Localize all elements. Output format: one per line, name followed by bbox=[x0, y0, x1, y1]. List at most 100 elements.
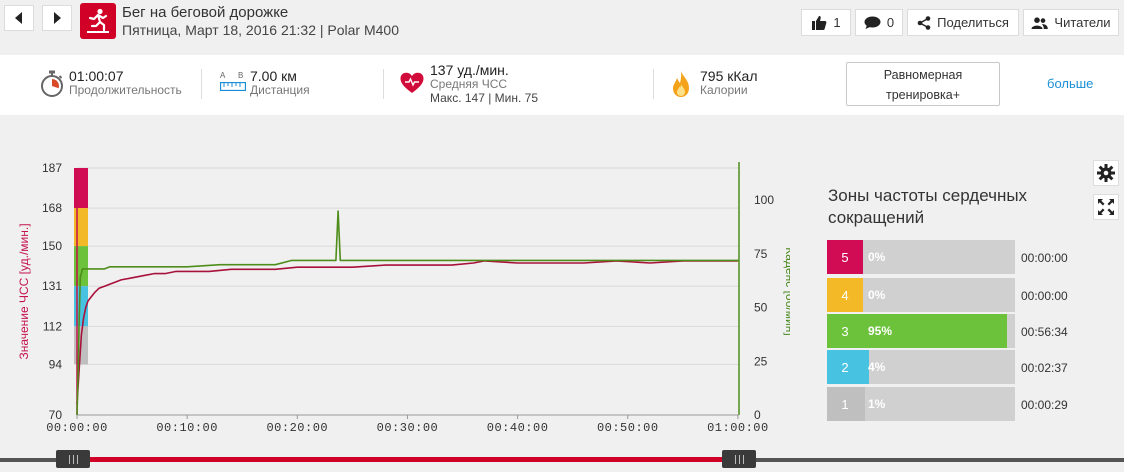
followers-label: Читатели bbox=[1054, 15, 1111, 30]
zone-band bbox=[74, 168, 88, 209]
treadmill-running-icon bbox=[80, 3, 116, 39]
followers-button[interactable]: Читатели bbox=[1023, 9, 1119, 36]
training-benefit-button[interactable]: Равномерная тренировка+ bbox=[846, 62, 1000, 106]
share-button[interactable]: Поделиться bbox=[907, 9, 1019, 36]
zone-percent: 1% bbox=[868, 397, 886, 411]
zone-number: 5 bbox=[827, 240, 863, 274]
share-label: Поделиться bbox=[937, 15, 1009, 30]
y-left-tick-label: 94 bbox=[49, 357, 63, 371]
expand-icon bbox=[1098, 199, 1114, 215]
y-right-tick-label: 75 bbox=[754, 247, 768, 261]
zone-time: 00:00:00 bbox=[1021, 251, 1068, 265]
zone-time: 00:00:29 bbox=[1021, 398, 1068, 412]
divider bbox=[653, 69, 654, 99]
fullscreen-button[interactable] bbox=[1093, 194, 1119, 220]
flame-icon bbox=[673, 71, 689, 97]
previous-activity-button[interactable] bbox=[4, 5, 34, 31]
zone-bar-fill bbox=[863, 314, 1008, 348]
y-left-tick-label: 112 bbox=[43, 319, 62, 333]
comment-icon bbox=[864, 16, 881, 29]
y-right-axis-title: Каденс [об/мин] bbox=[783, 247, 790, 335]
zone-time: 00:00:00 bbox=[1021, 289, 1068, 303]
y-left-tick-label: 187 bbox=[42, 161, 62, 175]
ruler-label-b: B bbox=[238, 71, 244, 80]
chevron-right-icon bbox=[54, 12, 61, 24]
y-right-tick-label: 0 bbox=[754, 408, 761, 422]
distance-value: 7.00 км bbox=[250, 68, 297, 84]
x-tick-label: 00:10:00 bbox=[156, 421, 218, 435]
training-benefit-line2: тренировка+ bbox=[885, 88, 961, 102]
avg-heart-rate-label: Средняя ЧСС bbox=[430, 77, 508, 91]
heart-rate-summary: 137 уд./мин. Средняя ЧСС Макс. 147 | Мин… bbox=[395, 55, 645, 115]
comment-count: 0 bbox=[886, 15, 895, 30]
training-benefit-line1: Равномерная bbox=[883, 68, 963, 82]
range-start-handle[interactable] bbox=[56, 450, 90, 468]
zone-number: 4 bbox=[827, 278, 863, 312]
calories-value: 795 кКал bbox=[700, 68, 758, 84]
activity-header: Бег на беговой дорожке Пятница, Март 18,… bbox=[0, 0, 1124, 46]
zone-bar-track: 95% bbox=[863, 314, 1015, 348]
duration-summary: 01:00:07 Продолжительность bbox=[0, 55, 200, 115]
zone-number: 2 bbox=[827, 350, 863, 384]
y-left-tick-label: 150 bbox=[42, 239, 62, 253]
summary-bar: 01:00:07 Продолжительность A B 7.00 км Д… bbox=[0, 55, 1124, 115]
heart-rate-cadence-chart[interactable]: 70 94 112 131 150 168 187 0 25 50 75 100 00:00:00 00:… bbox=[0, 140, 790, 440]
x-tick-label: 00:20:00 bbox=[266, 421, 328, 435]
chevron-left-icon bbox=[15, 12, 22, 24]
range-end-handle[interactable] bbox=[722, 450, 756, 468]
zone-band bbox=[74, 208, 88, 247]
divider bbox=[201, 69, 202, 99]
zone-bar-track: 0% bbox=[863, 278, 1015, 312]
zone-bar-track: 4% bbox=[863, 350, 1015, 384]
zone-bar-track: 1% bbox=[863, 387, 1015, 421]
heart-rate-line bbox=[76, 260, 738, 405]
zone-row-1: 1 1% bbox=[827, 387, 1015, 421]
zone-percent: 4% bbox=[868, 360, 886, 374]
zone-percent: 95% bbox=[868, 324, 893, 338]
y-left-tick-label: 168 bbox=[42, 201, 62, 215]
like-button[interactable]: 1 bbox=[801, 9, 851, 36]
distance-summary: A B 7.00 км Дистанция bbox=[210, 55, 380, 115]
comment-button[interactable]: 0 bbox=[855, 9, 903, 36]
ruler-label-a: A bbox=[220, 71, 226, 80]
activity-title: Бег на беговой дорожке bbox=[122, 4, 289, 21]
distance-label: Дистанция bbox=[250, 83, 310, 97]
chart-settings-button[interactable] bbox=[1093, 160, 1119, 186]
x-tick-label: 00:50:00 bbox=[597, 421, 659, 435]
like-count: 1 bbox=[833, 15, 841, 30]
thumbs-up-icon bbox=[812, 16, 827, 30]
zone-bar-track: 0% bbox=[863, 240, 1015, 274]
next-activity-button[interactable] bbox=[42, 5, 72, 31]
time-range-selection bbox=[72, 457, 740, 462]
cadence-line bbox=[76, 210, 739, 416]
y-left-axis-title: Значение ЧСС [уд./мин.] bbox=[17, 223, 31, 359]
duration-label: Продолжительность bbox=[69, 83, 182, 97]
y-left-tick-label: 131 bbox=[42, 279, 62, 293]
x-tick-label: 01:00:00 bbox=[707, 421, 769, 435]
y-right-tick-label: 50 bbox=[754, 301, 768, 315]
gear-icon bbox=[1097, 164, 1115, 182]
y-right-tick-label: 100 bbox=[754, 193, 774, 207]
zone-bar-fill bbox=[863, 387, 865, 421]
divider bbox=[383, 69, 384, 99]
calories-summary: 795 кКал Калории bbox=[665, 55, 835, 115]
heart-rate-zones-title: Зоны частоты сердечных сокращений bbox=[828, 186, 1028, 227]
y-left-tick-label: 70 bbox=[49, 408, 63, 422]
zone-time: 00:56:34 bbox=[1021, 325, 1068, 339]
followers-icon bbox=[1031, 16, 1049, 29]
duration-value: 01:00:07 bbox=[69, 68, 124, 84]
zone-percent: 0% bbox=[868, 250, 886, 264]
calories-label: Калории bbox=[700, 83, 748, 97]
more-link[interactable]: больше bbox=[1047, 76, 1094, 91]
zone-bar-fill bbox=[863, 350, 870, 384]
ruler-icon: A B bbox=[220, 71, 246, 97]
x-tick-label: 00:30:00 bbox=[377, 421, 439, 435]
max-min-heart-rate: Макс. 147 | Мин. 75 bbox=[430, 91, 539, 105]
zone-row-5: 5 0% bbox=[827, 240, 1015, 274]
y-right-tick-label: 25 bbox=[754, 354, 768, 368]
heart-icon bbox=[400, 72, 424, 93]
x-tick-label: 00:00:00 bbox=[46, 421, 108, 435]
zone-percent: 0% bbox=[868, 288, 886, 302]
x-tick-label: 00:40:00 bbox=[487, 421, 549, 435]
zone-number: 3 bbox=[827, 314, 863, 348]
